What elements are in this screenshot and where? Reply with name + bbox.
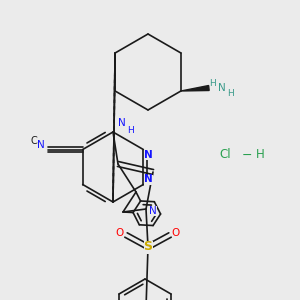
Text: H: H [209, 79, 216, 88]
Text: N: N [218, 83, 226, 93]
Text: O: O [116, 228, 124, 238]
Text: O: O [172, 228, 180, 238]
Polygon shape [181, 85, 209, 91]
Text: H: H [256, 148, 264, 161]
Text: Cl: Cl [219, 148, 231, 161]
Text: H: H [227, 88, 234, 98]
Text: N: N [118, 118, 126, 128]
Text: C: C [30, 136, 37, 146]
Text: N: N [144, 175, 153, 184]
Text: N: N [144, 149, 153, 160]
Text: S: S [143, 241, 152, 254]
Text: N: N [37, 140, 45, 151]
Text: H: H [127, 126, 134, 135]
Text: −: − [242, 148, 252, 161]
Text: N: N [149, 206, 157, 216]
